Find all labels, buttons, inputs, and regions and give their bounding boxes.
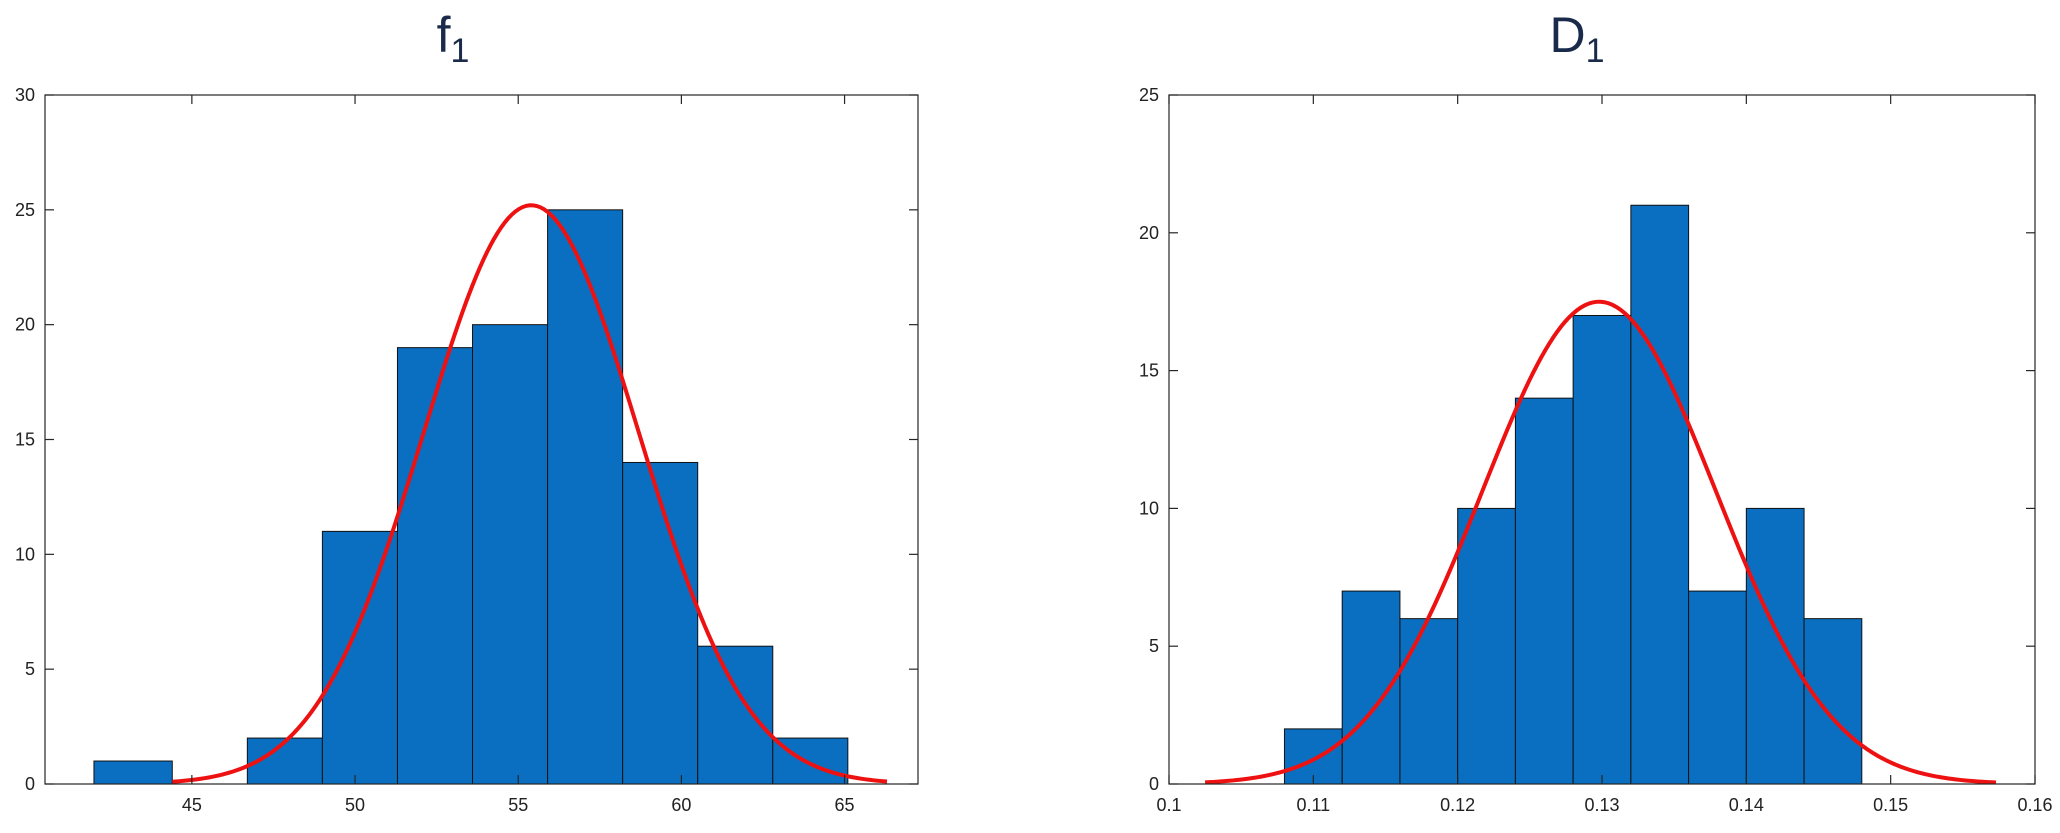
- histogram-bar: [1399, 618, 1459, 785]
- y-tick-label: 5: [25, 659, 35, 679]
- x-tick-label: 0.1: [1156, 795, 1181, 815]
- chart-title-subscript: 1: [450, 32, 469, 70]
- histogram-bar: [1745, 507, 1805, 785]
- y-tick-label: 25: [1139, 85, 1159, 105]
- x-tick-label: 0.16: [2017, 795, 2052, 815]
- histogram-bar: [1688, 590, 1747, 785]
- histogram-bar: [1803, 618, 1863, 785]
- histogram-bar: [1283, 728, 1343, 785]
- x-tick-label: 50: [345, 795, 365, 815]
- y-tick-label: 20: [1139, 223, 1159, 243]
- histogram-bar: [321, 530, 398, 785]
- y-tick-label: 0: [25, 774, 35, 794]
- y-tick-label: 10: [15, 544, 35, 564]
- y-tick-label: 10: [1139, 498, 1159, 518]
- y-tick-label: 15: [1139, 361, 1159, 381]
- chart-title-main: f: [437, 7, 451, 63]
- histogram-bar: [1572, 314, 1632, 785]
- histogram-chart-f1: f1 45 50 55 60 65 0 5 10 15 20 25 30: [0, 0, 1030, 828]
- chart-svg-f1: f1 45 50 55 60 65 0 5 10 15 20 25 30: [15, 7, 919, 815]
- histogram-bar: [1630, 204, 1690, 785]
- x-tick-label: 45: [182, 795, 202, 815]
- y-tick-label: 20: [15, 315, 35, 335]
- y-tick-label: 5: [1149, 636, 1159, 656]
- x-tick-label: 0.11: [1296, 795, 1330, 815]
- y-tick-label: 25: [15, 200, 35, 220]
- chart-svg-d1: D1 0.1 0.11 0.12 0.13 0.14 0.15 0.16 0 5 10 15 20 25: [1139, 7, 2053, 815]
- histogram-bar: [396, 347, 474, 785]
- histogram-chart-d1: D1 0.1 0.11 0.12 0.13 0.14 0.15 0.16 0 5 10 15 20 25: [1030, 0, 2060, 828]
- chart-title-main: D: [1549, 7, 1585, 63]
- normal-fit-curve: [1204, 299, 1997, 785]
- x-tick-label: 0.15: [1873, 795, 1908, 815]
- histogram-bar: [697, 645, 774, 785]
- chart-title-subscript: 1: [1586, 32, 1605, 70]
- histogram-bar: [1457, 507, 1516, 785]
- histogram-bar: [472, 324, 549, 785]
- histogram-bar: [93, 760, 173, 785]
- x-tick-label: 60: [671, 795, 691, 815]
- y-tick-label: 30: [15, 85, 35, 105]
- chart-title: f1: [437, 7, 470, 70]
- normal-fit-curve: [172, 203, 888, 784]
- histogram-bar: [547, 209, 624, 785]
- x-tick-label: 55: [508, 795, 528, 815]
- y-tick-label: 0: [1149, 774, 1159, 794]
- histogram-bar: [622, 461, 699, 785]
- x-tick-label: 65: [835, 795, 855, 815]
- x-tick-label: 0.14: [1729, 795, 1764, 815]
- x-tick-label: 0.13: [1584, 795, 1619, 815]
- y-tick-label: 15: [15, 430, 35, 450]
- histogram-bar: [1514, 397, 1574, 785]
- chart-title: D1: [1549, 7, 1604, 70]
- x-tick-label: 0.12: [1440, 795, 1475, 815]
